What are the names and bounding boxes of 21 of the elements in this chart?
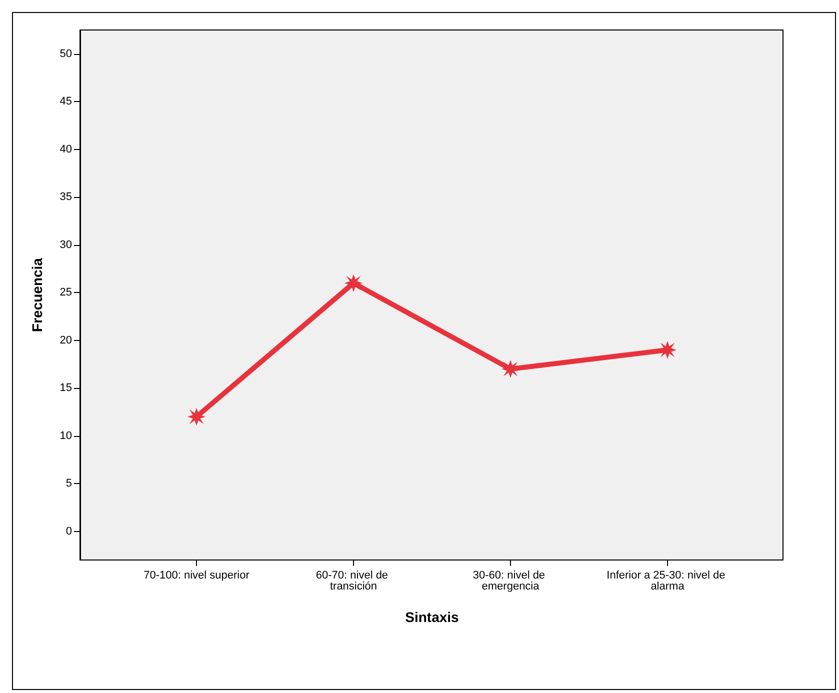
x-tick-label: 60-70: nivel de transición [316,570,392,592]
point [502,360,520,378]
y-tick-label: 15 [60,382,72,394]
x-tick-label: 30-60: nivel de emergencia [472,570,548,592]
point [188,408,206,426]
y-tick-label: 20 [60,334,72,346]
y-tick-label: 35 [60,191,72,204]
y-tick-label: 25 [60,286,72,299]
x-axis-title: Sintaxis [405,609,460,625]
y-tick-label: 0 [66,525,72,538]
y-tick-label: 40 [60,143,72,156]
x-tick-label: Inferior a 25-30: nivel de alarma [606,570,728,592]
point [344,274,362,292]
y-tick-label: 45 [60,96,72,108]
y-tick-label: 50 [60,48,72,60]
x-tick-label: 70-100: nivel superior [144,570,250,582]
y-axis-title: Frecuencia [29,258,45,332]
point [658,340,676,359]
y-tick-label: 10 [60,430,72,442]
y-tick-label: 5 [66,478,72,490]
y-tick-label: 30 [60,238,72,251]
